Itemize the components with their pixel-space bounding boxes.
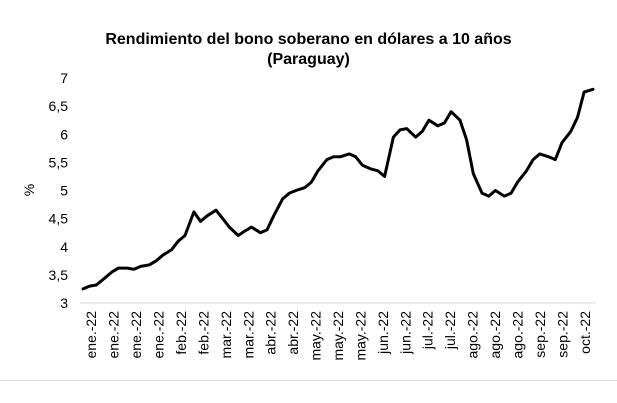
y-tick-label: 5,5 (49, 154, 69, 170)
x-tick-label: may.-22 (308, 311, 324, 361)
x-tick-label: jun.-22 (397, 311, 413, 355)
x-tick-label: sep.-22 (554, 311, 570, 358)
chart-title: Rendimiento del bono soberano en dólares… (105, 31, 512, 48)
x-tick-label: ago.-22 (465, 311, 481, 359)
y-tick-label: 4 (60, 239, 68, 255)
x-tick-label: feb.-22 (173, 311, 189, 355)
x-tick-label: ene.-22 (83, 311, 99, 359)
x-tick-label: ene.-22 (128, 311, 144, 359)
y-tick-label: 6 (60, 126, 68, 142)
x-tick-label: mar.-22 (218, 311, 234, 359)
y-tick-label: 3 (60, 295, 68, 311)
x-tick-label: may.-22 (330, 311, 346, 361)
x-tick-label: jun.-22 (375, 311, 391, 355)
x-tick-label: may.-22 (352, 311, 368, 361)
y-tick-label: 7 (60, 70, 68, 86)
y-tick-label: 4,5 (49, 211, 69, 227)
x-tick-label: abr.-22 (285, 311, 301, 355)
x-tick-label: ene.-22 (106, 311, 122, 359)
x-tick-label: sep.-22 (532, 311, 548, 358)
x-tick-label: oct.-22 (577, 311, 593, 354)
x-tick-label: ene.-22 (151, 311, 167, 359)
x-tick-label: feb.-22 (195, 311, 211, 355)
x-tick-label: jul.-22 (442, 311, 458, 350)
y-tick-label: 5 (60, 183, 68, 199)
bottom-divider (0, 380, 617, 381)
chart-subtitle: (Paraguay) (267, 51, 350, 68)
series-line (81, 87, 595, 291)
x-tick-label: ago.-22 (509, 311, 525, 359)
x-tick-label: jul.-22 (420, 311, 436, 350)
y-tick-label: 6,5 (49, 98, 69, 114)
x-tick-label: abr.-22 (263, 311, 279, 355)
x-tick-label: mar.-22 (240, 311, 256, 359)
y-axis-label: % (21, 184, 37, 196)
y-tick-label: 3,5 (49, 267, 69, 283)
x-tick-label: ago.-22 (487, 311, 503, 359)
